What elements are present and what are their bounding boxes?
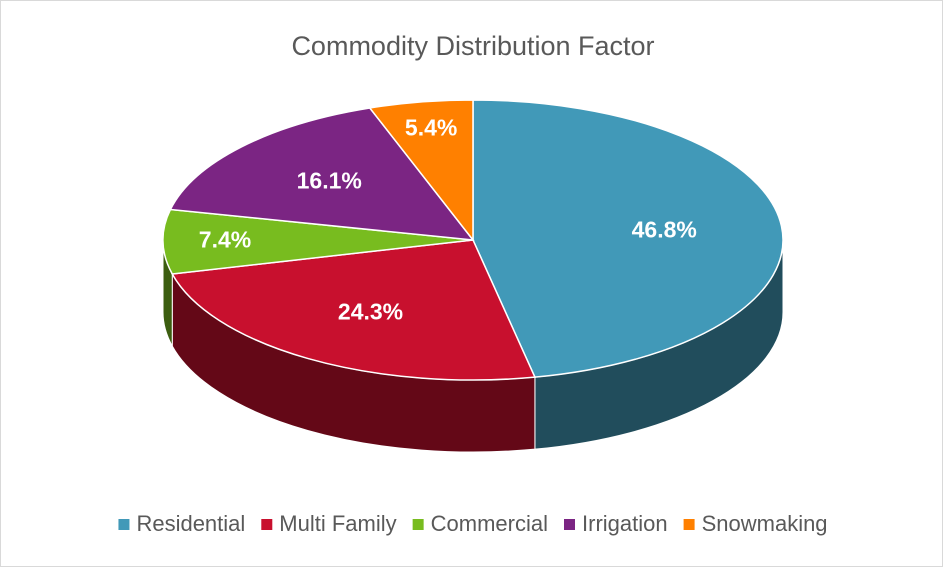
legend-swatch bbox=[412, 519, 424, 530]
chart-title: Commodity Distribution Factor bbox=[291, 31, 654, 61]
legend-label: Irrigation bbox=[582, 511, 668, 536]
legend-label: Snowmaking bbox=[702, 511, 828, 536]
data-label: 5.4% bbox=[405, 115, 457, 141]
data-labels: 46.8% 24.3% 7.4% 16.1% 5.4% bbox=[199, 115, 697, 325]
legend: Residential Multi Family Commercial Irrigat… bbox=[118, 511, 828, 536]
legend-label: Residential bbox=[136, 511, 245, 536]
slice bbox=[472, 99, 784, 378]
slice bbox=[368, 99, 474, 243]
legend-swatch bbox=[683, 519, 695, 530]
data-label: 24.3% bbox=[338, 299, 403, 325]
data-label: 16.1% bbox=[297, 167, 362, 193]
slice bbox=[169, 107, 475, 241]
legend-swatch bbox=[118, 519, 130, 530]
legend-label: Commercial bbox=[431, 511, 548, 536]
legend-swatch bbox=[564, 519, 575, 530]
slice bbox=[162, 208, 474, 275]
legend-label: Multi Family bbox=[279, 511, 396, 536]
data-label: 7.4% bbox=[199, 226, 251, 252]
pie-tops bbox=[162, 99, 784, 381]
legend-swatch bbox=[261, 519, 273, 530]
data-label: 46.8% bbox=[632, 216, 697, 242]
slice bbox=[171, 239, 537, 381]
